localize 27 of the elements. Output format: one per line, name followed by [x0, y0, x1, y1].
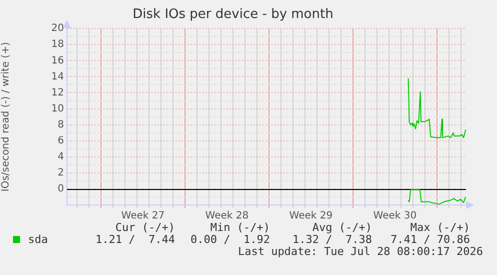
- y-tick-label: 2: [58, 168, 64, 179]
- x-tick-label: Week 30: [373, 210, 417, 222]
- y-tick-label: 4: [58, 151, 64, 162]
- text: Min (-/+): [210, 221, 270, 234]
- y-tick-label: 12: [51, 87, 64, 98]
- text: Cur (-/+): [115, 221, 175, 234]
- chart-title: Disk IOs per device - by month: [132, 7, 334, 22]
- text: 0.00 / 1.92: [190, 233, 270, 246]
- x-tick-label: Week 27: [121, 210, 165, 222]
- y-tick-label: 18: [51, 39, 64, 50]
- text: Last update: Tue Jul 28 08:00:17 2026: [238, 245, 483, 258]
- text: 7.41 / 70.86: [390, 233, 470, 246]
- y-tick-label: 20: [51, 23, 64, 34]
- y-tick-label: 14: [51, 71, 64, 82]
- text: 1.32 / 7.38: [292, 233, 372, 246]
- y-tick-label: 10: [51, 103, 64, 114]
- y-tick-label: 6: [58, 135, 64, 146]
- text: Avg (-/+): [312, 221, 372, 234]
- y-tick-label: 8: [58, 119, 64, 130]
- y-axis-title: IOs/second read (-) / write (+): [0, 42, 12, 192]
- y-tick-label: 0: [58, 184, 64, 195]
- x-tick-label: Week 28: [205, 210, 249, 222]
- legend-label: sda: [27, 233, 48, 246]
- text: 1.21 / 7.44: [96, 233, 175, 246]
- y-tick-label: 16: [51, 55, 64, 66]
- text: Max (-/+): [410, 221, 470, 234]
- x-tick-label: Week 29: [289, 210, 333, 222]
